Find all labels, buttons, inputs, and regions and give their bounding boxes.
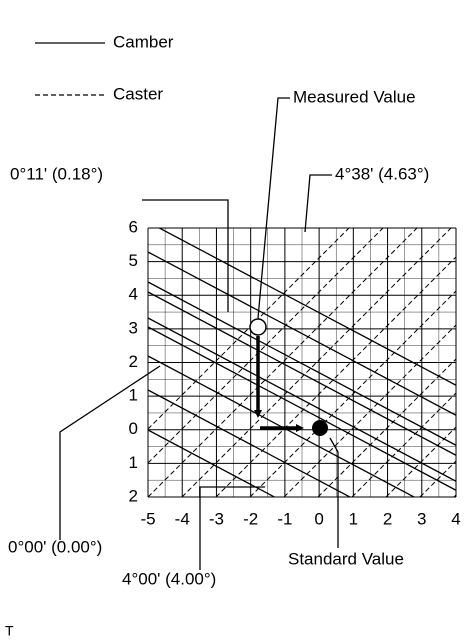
leader	[257, 97, 290, 319]
leader	[199, 486, 265, 570]
measured-point	[249, 318, 267, 336]
camber-line	[148, 326, 456, 491]
caster-line	[148, 228, 350, 430]
caster-line	[215, 256, 456, 497]
y-axis-label: 1	[129, 453, 138, 472]
leader	[329, 437, 339, 548]
y-axis-label: 4	[129, 285, 138, 304]
caster-line	[249, 290, 456, 497]
footer: T	[5, 623, 14, 639]
annotation: 4°00' (4.00°)	[122, 569, 216, 588]
caster-line	[148, 228, 384, 464]
annotation: 0°11' (0.18°)	[10, 164, 103, 183]
y-axis-label: 1	[129, 386, 138, 405]
caster-line	[283, 324, 456, 497]
y-axis-label: 5	[129, 251, 138, 270]
x-axis-label: 3	[417, 509, 426, 528]
camber-line	[157, 228, 456, 386]
legend-camber: Camber	[113, 32, 174, 51]
camber-line	[148, 317, 456, 482]
axis-labels: -5 -4 -3 -2 -1 0 1 2 3 4 6 5 4 3 2 1 0 1 2	[129, 217, 461, 528]
x-axis-label: -4	[175, 509, 190, 528]
annotation: 0°00' (0.00°)	[8, 537, 102, 556]
measured-label: Measured Value	[293, 87, 416, 106]
x-axis-label: 2	[383, 509, 392, 528]
x-axis-label: -5	[140, 509, 155, 528]
x-axis-label: -3	[209, 509, 224, 528]
x-axis-label: 0	[314, 509, 323, 528]
caster-line	[419, 460, 456, 497]
caster-lines	[148, 228, 456, 497]
caster-line	[385, 426, 456, 497]
x-axis-label: 4	[451, 509, 460, 528]
y-axis-label: 2	[129, 352, 138, 371]
leader	[59, 365, 161, 540]
camber-line	[148, 251, 456, 416]
leaders	[59, 97, 339, 570]
leader	[142, 199, 229, 312]
camber-line	[148, 389, 352, 497]
standard-point	[312, 420, 328, 436]
legend-caster: Caster	[113, 84, 163, 103]
camber-line	[148, 281, 456, 446]
y-axis-label: 3	[129, 318, 138, 337]
x-axis-label: -1	[277, 509, 292, 528]
y-axis-label: 2	[129, 486, 138, 505]
camber-line	[148, 291, 456, 456]
camber-line	[148, 355, 416, 497]
camber-line	[148, 429, 276, 497]
caster-line	[148, 228, 418, 497]
leader	[304, 174, 332, 233]
x-axis-label: 1	[349, 509, 358, 528]
standard-label: Standard Value	[288, 549, 404, 568]
camber-lines	[148, 228, 456, 497]
y-axis-label: 6	[129, 217, 138, 236]
annotation: 4°38' (4.63°)	[335, 164, 429, 183]
y-axis-label: 0	[129, 419, 138, 438]
caster-line	[181, 228, 452, 497]
grid	[147, 227, 457, 498]
legend: Camber Caster	[35, 32, 174, 103]
caster-line	[453, 494, 456, 497]
x-axis-label: -2	[243, 509, 258, 528]
